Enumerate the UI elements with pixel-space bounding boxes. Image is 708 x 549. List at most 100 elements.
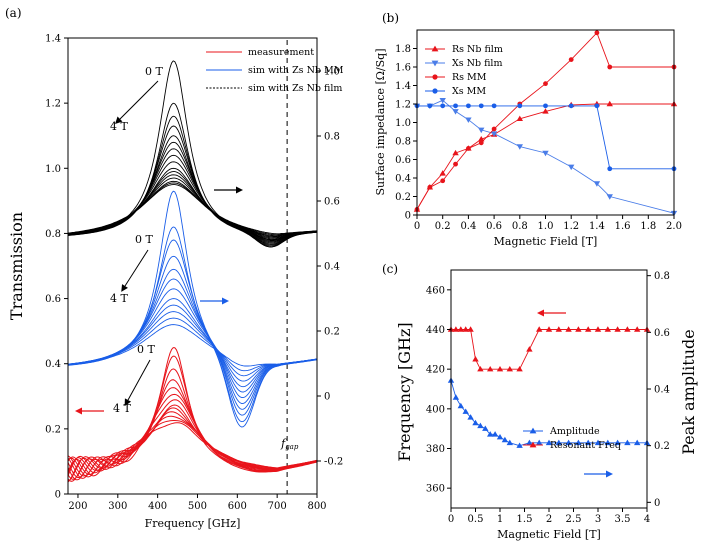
marker-c-0-4 <box>467 414 474 420</box>
ytick-label-b: 0.6 <box>395 155 411 166</box>
ytick-label-c: 460 <box>426 285 445 296</box>
legend-marker-b-2 <box>432 74 438 80</box>
curve-sim-with-zs-nb-mm-9 <box>67 311 317 377</box>
marker-b-3-1 <box>427 103 433 109</box>
marker-c-0-11 <box>501 436 509 443</box>
marker-b-3-9 <box>568 103 574 109</box>
marker-c-1-8 <box>496 365 504 372</box>
curve-sim-with-zs-nb-mm-2 <box>67 239 317 416</box>
marker-c-1-9 <box>506 365 513 372</box>
marker-b-0-8 <box>542 108 549 114</box>
ytick-label-a: 0.2 <box>45 424 61 435</box>
marker-c-0-15 <box>536 439 543 446</box>
marker-b-2-5 <box>478 140 484 146</box>
xtick-label-b: 1.0 <box>538 221 554 232</box>
panel-c-label: (c) <box>382 262 398 276</box>
y2tick-label-c: 0.8 <box>654 271 670 282</box>
legend-text-a-1: sim with Zs Nb MM <box>248 65 344 76</box>
marker-b-2-2 <box>440 178 446 184</box>
ytick-label-c: 440 <box>426 325 445 336</box>
marker-c-1-7 <box>487 365 494 372</box>
legend-text-a-2: sim with Zs Nb film <box>248 83 342 94</box>
marker-c-1-6 <box>477 365 484 372</box>
marker-b-3-10 <box>594 103 600 109</box>
marker-c-0-8 <box>487 431 494 437</box>
ytick-label-c: 380 <box>426 444 445 455</box>
field-end-label-0: 4 T <box>110 120 128 133</box>
marker-c-1-2 <box>457 326 464 332</box>
marker-c-0-10 <box>496 433 504 440</box>
field-arrow-2 <box>127 359 151 401</box>
marker-b-3-4 <box>466 103 471 109</box>
field-start-label-0: 0 T <box>145 65 163 78</box>
xtick-label-c: 0 <box>448 514 454 525</box>
y2label-c: Peak amplitude <box>679 329 698 454</box>
xtick-label-b: 1.4 <box>589 221 605 232</box>
marker-c-0-23 <box>614 439 621 446</box>
legend-text-a-0: measurement <box>248 47 314 58</box>
y2tick-label-c: 0.2 <box>654 441 670 452</box>
legend-marker-b-3 <box>432 88 438 94</box>
ytick-label-c: 420 <box>426 365 445 376</box>
marker-c-0-14 <box>526 439 533 446</box>
field-arrowhead-0 <box>115 116 123 124</box>
field-arrowhead-1 <box>121 284 128 292</box>
y2tick-label-a: -0.2 <box>324 457 343 468</box>
ytick-label-b: 1.8 <box>395 44 411 55</box>
xtick-label-c: 1 <box>497 514 503 525</box>
marker-c-1-15 <box>565 326 572 332</box>
axis-arrowhead-c-blue <box>606 470 613 478</box>
xtick-label-b: 0.2 <box>435 221 451 232</box>
ytick-label-b: 1.2 <box>395 100 411 111</box>
marker-c-1-18 <box>594 326 602 332</box>
legend-marker-b-1 <box>431 60 439 67</box>
marker-b-3-8 <box>543 103 548 109</box>
marker-b-3-11 <box>607 166 613 172</box>
curve-sim-with-zs-nb-mm-10 <box>67 317 317 372</box>
marker-c-1-21 <box>624 326 631 332</box>
legend-text-c-1: Resonant Freq <box>550 440 621 451</box>
marker-c-0-17 <box>555 439 562 446</box>
marker-c-0-6 <box>477 422 484 429</box>
axis-arrowhead-c-red <box>537 309 544 317</box>
ytick-label-b: 1.0 <box>395 118 411 129</box>
ytick-label-b: 1.4 <box>395 81 411 92</box>
marker-b-1-4 <box>465 117 472 123</box>
xtick-label-b: 2.0 <box>666 221 682 232</box>
curve-sim-with-zs-nb-mm-11 <box>67 324 317 367</box>
ytick-label-c: 360 <box>426 484 445 495</box>
marker-b-2-9 <box>568 57 574 62</box>
marker-c-0-12 <box>506 439 513 446</box>
y2tick-label-a: 0.6 <box>324 197 340 208</box>
legend-text-b-0: Rs Nb film <box>452 44 503 55</box>
xtick-label-a: 800 <box>307 501 326 512</box>
marker-b-2-6 <box>491 126 497 132</box>
curve-sim-with-zs-nb-film-2 <box>67 115 317 247</box>
field-arrowhead-2 <box>124 398 132 407</box>
marker-b-2-1 <box>427 184 433 190</box>
marker-c-0-2 <box>457 402 464 409</box>
marker-c-1-11 <box>526 346 533 352</box>
y2tick-label-a: 0.2 <box>324 327 340 338</box>
ytick-label-b: 0.8 <box>395 137 411 148</box>
marker-b-1-2 <box>439 98 446 104</box>
ytick-label-b: 0 <box>405 211 411 222</box>
legend-text-b-3: Xs MM <box>452 86 486 97</box>
y2tick-label-a: 1.0 <box>324 67 340 78</box>
ytick-label-a: 0.6 <box>45 294 61 305</box>
ytick-label-b: 0.4 <box>395 174 411 185</box>
curve-sim-with-zs-nb-mm-4 <box>67 268 317 404</box>
xlabel-b: Magnetic Field [T] <box>494 235 598 248</box>
curve-sim-with-zs-nb-film-15 <box>67 184 317 235</box>
marker-c-0-22 <box>604 439 611 446</box>
marker-c-1-1 <box>452 326 460 332</box>
y2tick-label-a: 0.4 <box>324 262 340 273</box>
marker-b-1-9 <box>568 164 575 171</box>
field-arrow-0 <box>119 80 159 120</box>
xtick-label-c: 0.5 <box>468 514 484 525</box>
marker-b-1-11 <box>606 194 613 200</box>
marker-b-2-8 <box>543 81 548 87</box>
marker-b-3-2 <box>440 103 446 109</box>
xtick-label-c: 1.5 <box>517 514 533 525</box>
